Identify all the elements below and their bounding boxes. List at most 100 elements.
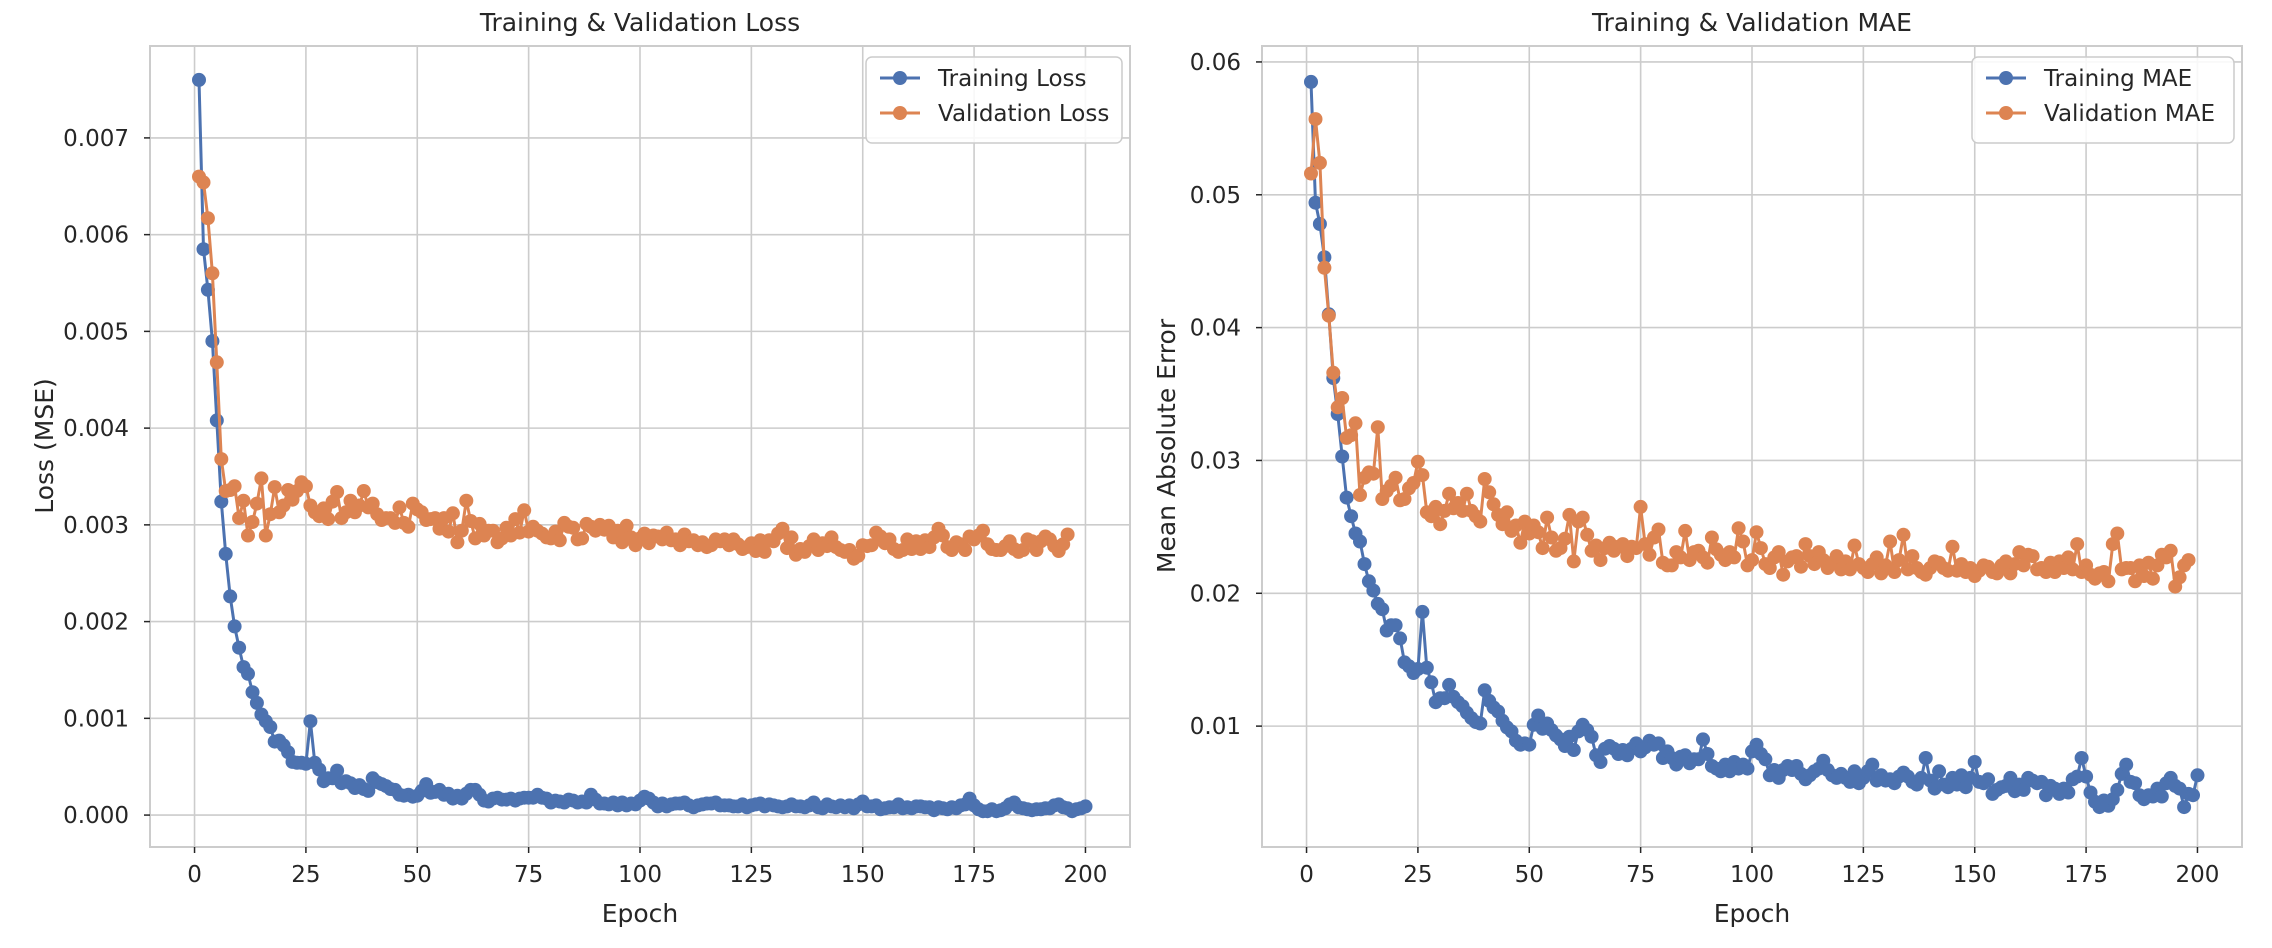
validation-mae-point	[1789, 549, 1804, 564]
y-tick-label: 0.003	[63, 513, 129, 539]
training-loss-point	[223, 589, 238, 604]
validation-mae-point	[1580, 527, 1595, 542]
training-loss-point	[227, 619, 242, 634]
validation-loss-point	[249, 496, 264, 511]
training-mae-point	[2177, 800, 2192, 815]
y-tick-label: 0.02	[1190, 581, 1241, 607]
training-mae-point	[2128, 776, 2143, 791]
validation-mae-point	[1892, 553, 1906, 568]
training-mae-point	[1312, 217, 1327, 231]
training-loss-point	[330, 763, 345, 778]
validation-mae-point	[1575, 510, 1590, 525]
y-tick-label: 0.06	[1190, 50, 1241, 76]
validation-mae-point	[2163, 543, 2178, 558]
training-mae-point	[1353, 534, 1367, 549]
validation-mae-point	[1798, 537, 1813, 552]
mae-chart-grid	[1262, 46, 2242, 847]
validation-loss-point	[517, 503, 532, 518]
training-mae-point	[1442, 677, 1457, 692]
validation-loss-point	[401, 519, 416, 534]
x-tick-label: 100	[618, 862, 662, 888]
mae-chart-series	[1304, 74, 2205, 815]
validation-mae-point	[2016, 558, 2031, 573]
validation-mae-point	[1700, 555, 1715, 570]
validation-mae-point	[1312, 155, 1327, 170]
training-mae-point	[1388, 618, 1403, 633]
x-tick-label: 0	[187, 862, 202, 888]
training-mae-point	[1740, 761, 1755, 776]
x-tick-label: 50	[1515, 862, 1544, 888]
training-mae-point	[1566, 743, 1581, 757]
validation-loss-point	[784, 530, 799, 545]
legend-box	[865, 56, 1123, 144]
training-mae-point	[2119, 757, 2134, 772]
x-tick-label: 50	[403, 862, 432, 888]
validation-mae-point	[2181, 553, 2196, 568]
x-tick-label: 150	[1953, 862, 1997, 888]
training-mae-point	[2079, 769, 2094, 784]
y-tick-label: 0.01	[1190, 714, 1241, 740]
validation-loss-point	[321, 512, 336, 527]
training-mae-point	[2061, 785, 2076, 800]
loss-chart-grid	[150, 46, 1130, 847]
x-tick-label: 175	[2064, 862, 2108, 888]
validation-mae-point	[2150, 558, 2165, 573]
validation-mae-point	[1945, 539, 1960, 554]
x-tick-label: 200	[2176, 862, 2220, 888]
training-loss-point	[232, 640, 247, 655]
training-mae-point	[1522, 737, 1537, 752]
training-mae-point	[1967, 755, 1982, 769]
validation-mae-legend-marker	[1999, 106, 2013, 120]
training-loss-point	[196, 242, 211, 257]
training-loss-line	[197, 79, 1087, 813]
training-mae-point	[1932, 764, 1947, 779]
training-loss-point	[245, 685, 260, 700]
validation-loss-point	[245, 515, 260, 529]
validation-loss-point	[619, 518, 634, 533]
training-loss-point	[361, 783, 376, 798]
validation-loss-point	[552, 533, 567, 548]
x-tick-label: 25	[291, 862, 320, 888]
training-loss-series	[192, 72, 1093, 819]
training-mae-point	[2016, 782, 2031, 797]
validation-mae-series	[1304, 112, 2196, 594]
validation-mae-point	[1883, 534, 1898, 549]
validation-mae-point	[1887, 565, 1902, 579]
training-mae-point	[1700, 747, 1715, 761]
x-tick-label: 25	[1403, 862, 1432, 888]
validation-mae-point	[1745, 553, 1759, 568]
x-tick-label: 125	[729, 862, 773, 888]
validation-loss-point	[775, 521, 790, 536]
training-mae-legend-marker	[1999, 71, 2013, 85]
validation-loss-point	[392, 500, 407, 515]
validation-loss-point	[356, 484, 371, 498]
loss-chart-legend: Training Loss Validation Loss	[865, 56, 1123, 144]
validation-loss-point	[330, 485, 345, 499]
validation-loss-point	[935, 528, 950, 543]
validation-loss-legend-label: Validation Loss	[938, 101, 1109, 127]
validation-loss-point	[1060, 527, 1075, 542]
mae-chart: Training & Validation MAE 0 25 50 75 100 125 1…	[1152, 8, 2243, 928]
validation-mae-point	[1344, 428, 1359, 443]
validation-mae-point	[1633, 499, 1648, 514]
training-loss-point	[249, 695, 264, 710]
validation-mae-point	[1678, 523, 1693, 538]
validation-mae-point	[1794, 559, 1808, 574]
validation-loss-point	[200, 211, 215, 226]
validation-mae-point	[1442, 486, 1457, 501]
validation-loss-point	[267, 480, 282, 495]
validation-mae-point	[1753, 541, 1768, 556]
training-mae-point	[2186, 788, 2200, 803]
mae-chart-legend: Training MAE Validation MAE	[1971, 56, 2235, 144]
validation-loss-point	[196, 175, 211, 190]
y-tick-label: 0.03	[1190, 448, 1241, 474]
mae-chart-y-ticks: 0.01 0.02 0.03 0.04 0.05 0.06	[1190, 50, 1262, 740]
training-mae-point	[1424, 675, 1439, 690]
training-loss-point	[312, 762, 327, 777]
validation-mae-point	[1473, 514, 1488, 529]
training-mae-point	[1357, 557, 1372, 572]
validation-mae-point	[1651, 522, 1666, 537]
validation-loss-point	[227, 479, 242, 494]
training-mae-point	[1335, 449, 1350, 464]
validation-mae-point	[1308, 112, 1323, 127]
